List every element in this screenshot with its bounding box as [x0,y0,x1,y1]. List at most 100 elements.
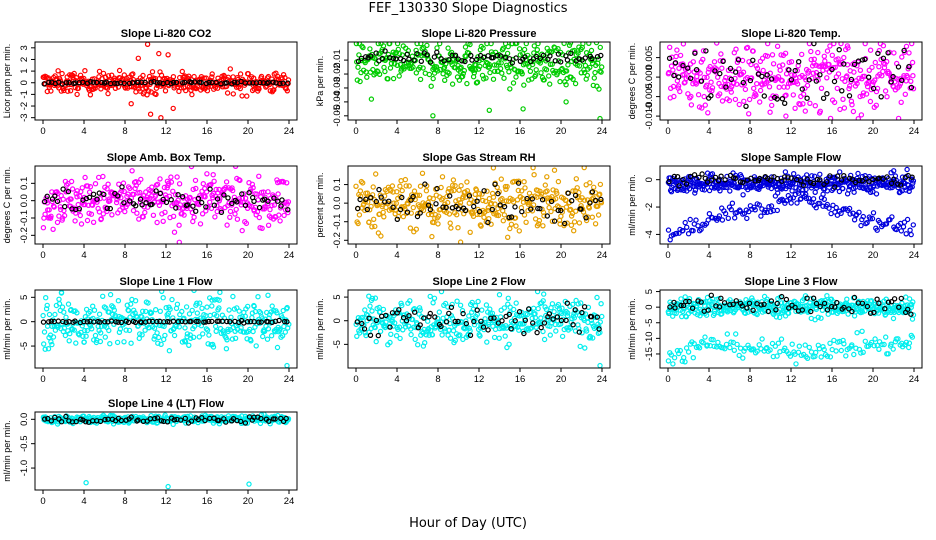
slope-point [137,189,143,196]
slope-point [502,42,509,47]
slope-point [55,68,61,74]
mean-point [363,196,369,202]
mean-point [672,305,678,311]
slope-point [182,87,189,94]
mean-point [765,308,772,315]
y-tick-label: -5 [644,319,655,327]
slope-point [799,51,805,58]
slope-point [576,189,582,196]
mean-point [492,181,498,187]
slope-point [808,185,815,191]
mean-point [821,300,828,307]
mean-point [474,56,480,63]
slope-point [415,210,421,217]
mean-point [203,80,209,87]
slope-point [854,330,860,336]
x-tick-label: 24 [909,250,920,261]
mean-point [526,306,532,312]
slope-point [722,210,729,217]
mean-point [848,76,855,83]
slope-point [756,202,763,208]
mean-point [712,68,718,74]
slope-point [105,181,111,187]
slope-point [373,171,379,177]
mean-point [732,69,739,75]
mean-point [211,202,217,208]
slope-point [854,80,860,87]
mean-point [270,79,276,85]
outlier-point [368,297,375,304]
slope-point [556,306,563,312]
slope-point [469,299,475,306]
mean-point [221,192,227,198]
mean-point [104,205,111,211]
mean-point [449,52,455,59]
slope-point [750,346,757,352]
slope-point [581,197,588,203]
slope-point [382,68,388,75]
slope-point [734,341,740,348]
x-tick-label: 12 [786,250,797,261]
slope-point [447,335,454,341]
slope-point [568,213,575,219]
mean-point [223,79,230,86]
mean-point [905,306,911,313]
slope-point [683,345,690,351]
slope-point [544,316,551,322]
mean-point [847,175,853,181]
mean-point [564,57,571,63]
x-tick-label: 12 [161,374,172,385]
slope-point [232,211,238,217]
slope-point [377,309,383,315]
slope-point [813,204,819,211]
slope-point [190,218,196,225]
slope-point [665,358,672,364]
mean-point [446,57,452,63]
slope-point [813,349,819,356]
slope-point [864,219,870,226]
slope-point [704,342,711,348]
slope-point [211,178,217,184]
mean-point [278,203,284,209]
mean-point [699,171,705,177]
mean-point [181,79,188,86]
slope-point [709,299,715,305]
slope-point [549,61,555,67]
slope-point [87,308,93,315]
slope-point [794,67,801,74]
slope-point [533,324,539,330]
slope-point [821,53,828,60]
mean-point [899,77,905,84]
mean-point [400,315,407,321]
slope-point [758,213,764,219]
slope-point [729,200,736,206]
x-tick-label: 20 [556,126,567,137]
panel-title: Slope Sample Flow [741,152,842,164]
slope-point [789,341,795,347]
slope-point [130,207,137,214]
slope-point [372,295,379,301]
mean-point [281,318,288,325]
x-tick-label: 0 [665,250,670,261]
mean-point [891,176,897,182]
slope-point [456,187,462,193]
slope-point [519,71,525,77]
mean-point [60,318,66,325]
slope-point [285,199,292,205]
slope-point [693,217,699,223]
slope-point [774,353,780,359]
slope-point [505,43,511,50]
slope-point [204,171,210,177]
mean-point [60,186,66,192]
mean-point [364,206,370,213]
slope-point [855,170,861,177]
mean-point [792,67,798,74]
mean-point [733,298,740,304]
mean-point [46,319,52,325]
slope-point [265,292,271,298]
slope-point [497,65,504,72]
slope-point [176,222,182,228]
slope-point [417,307,423,313]
slope-point [44,302,50,309]
slope-point [873,88,880,95]
